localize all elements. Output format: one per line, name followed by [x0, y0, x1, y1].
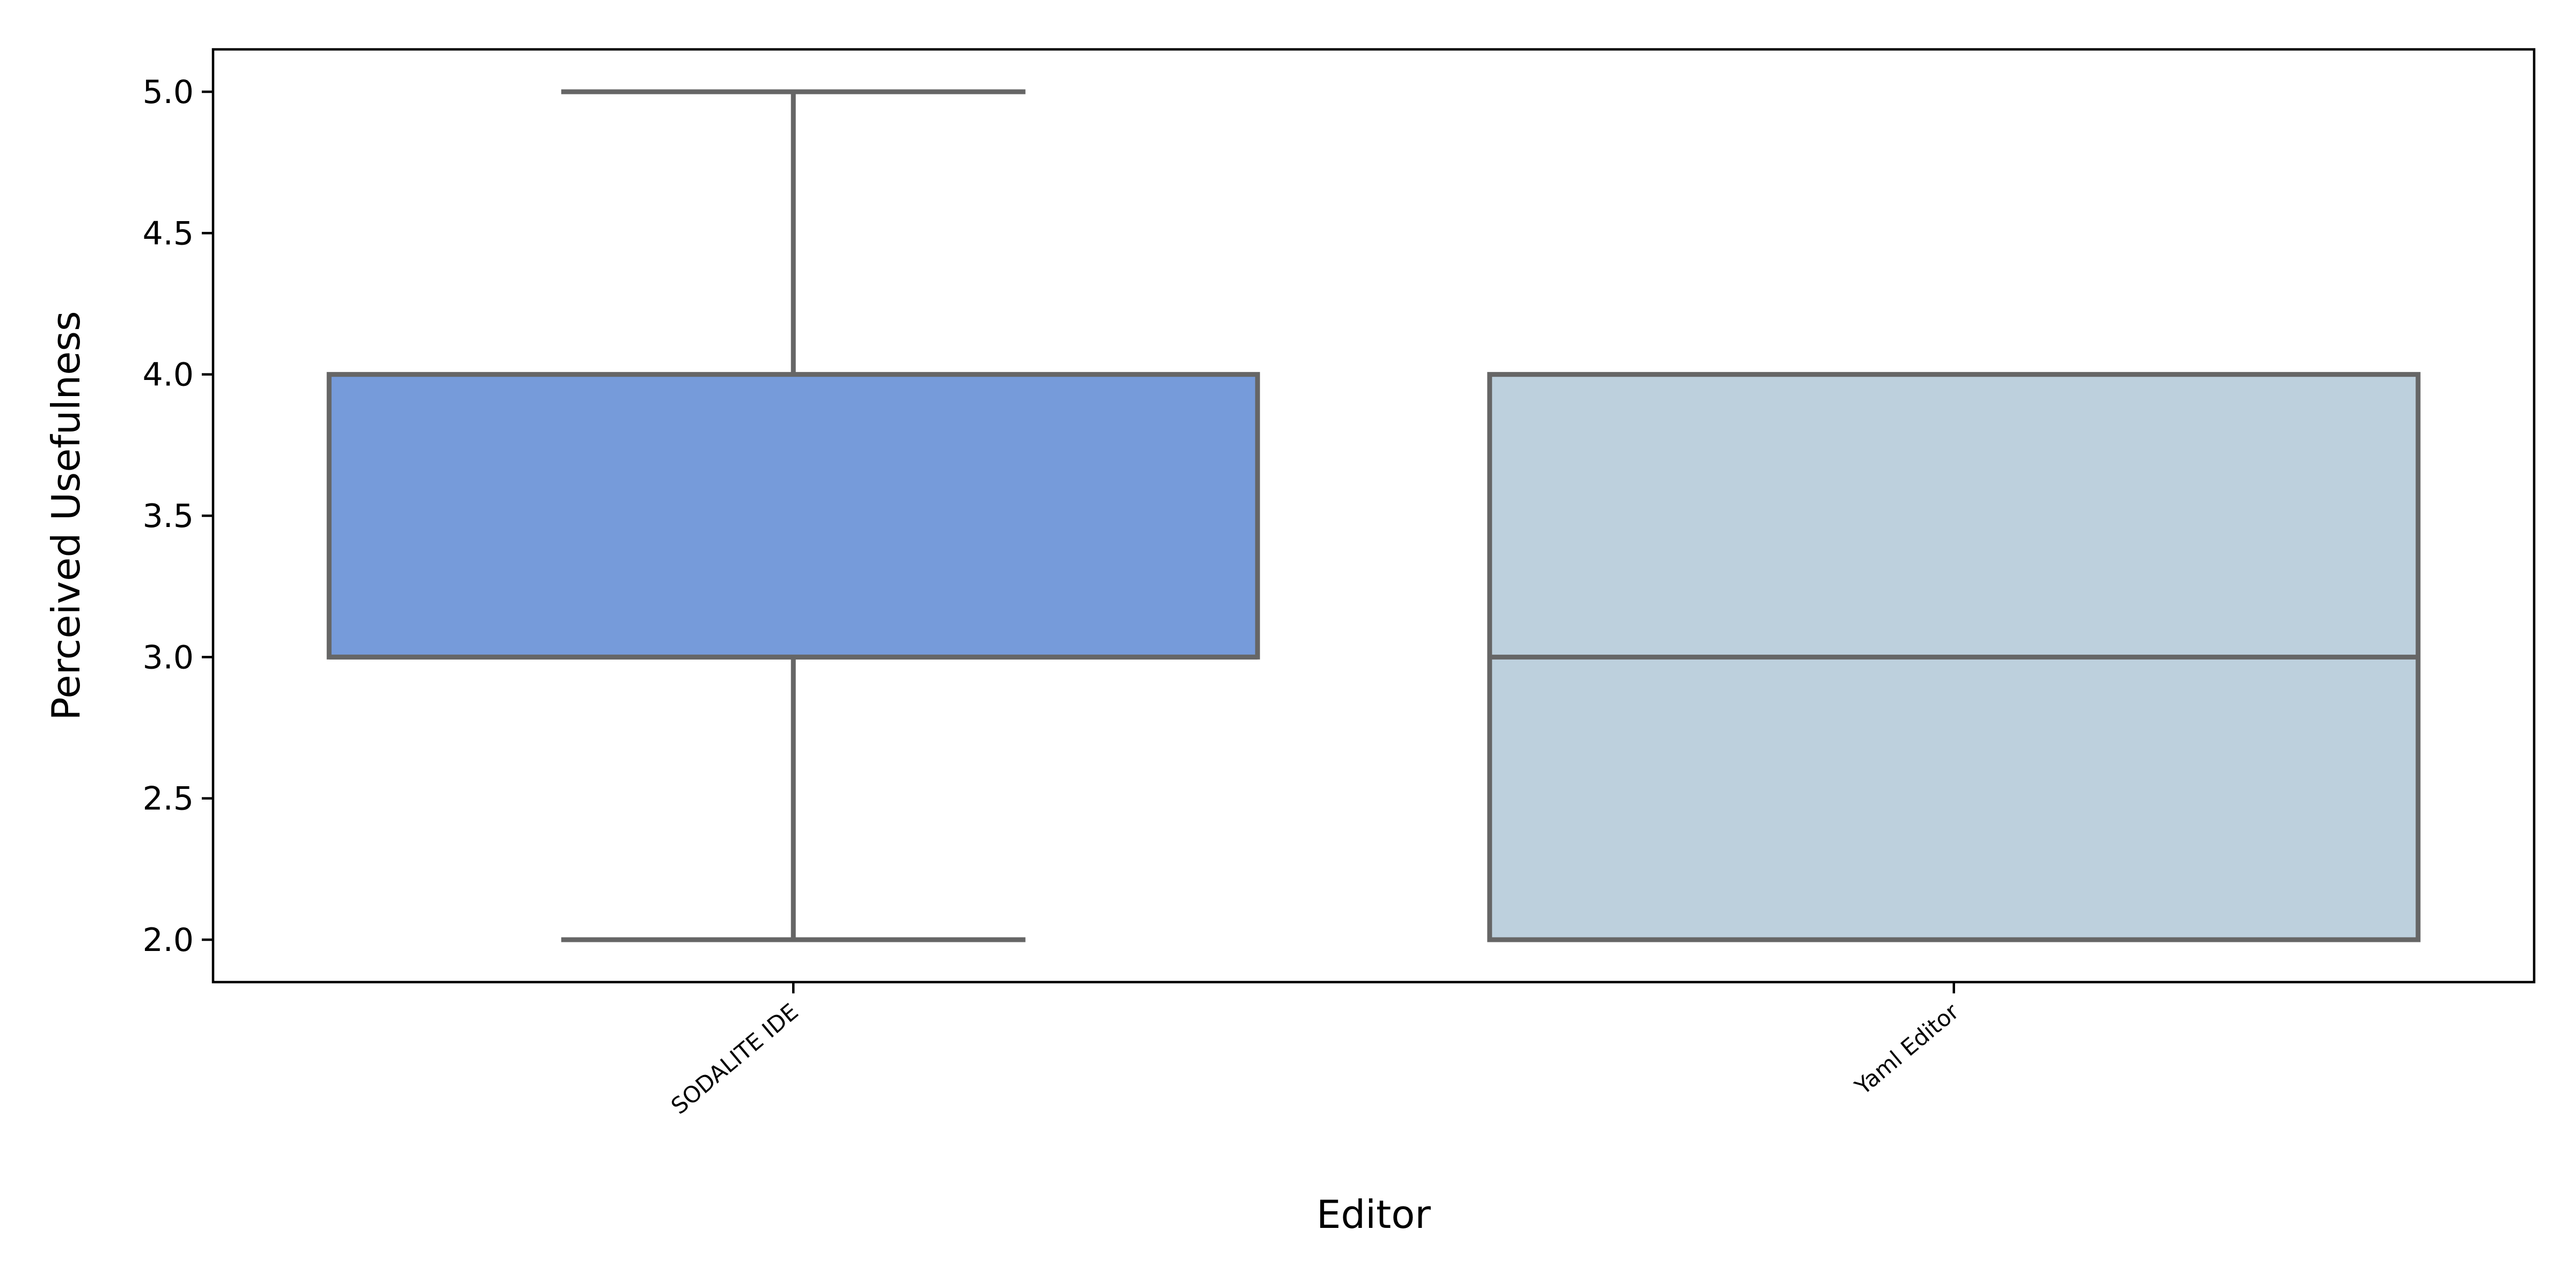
y-tick-label: 2.0: [143, 921, 194, 959]
y-tick-label: 3.0: [143, 639, 194, 676]
y-tick-label: 4.5: [143, 215, 194, 252]
box-sodalite-ide: [326, 89, 1260, 942]
box-yaml-editor: [1487, 372, 2421, 942]
y-tick-label: 4.0: [143, 356, 194, 394]
y-axis-label: Perceived Usefulness: [43, 311, 89, 721]
y-tick-label: 5.0: [143, 74, 194, 111]
y-tick-label: 3.5: [143, 497, 194, 535]
x-axis-label: Editor: [1316, 1192, 1431, 1237]
y-tick-label: 2.5: [143, 780, 194, 818]
box-iqr: [326, 372, 1260, 660]
boxes-layer: [326, 89, 2421, 942]
y-axis: 2.0 2.5 3.0 3.5 4.0 4.5 5.0: [143, 74, 213, 959]
